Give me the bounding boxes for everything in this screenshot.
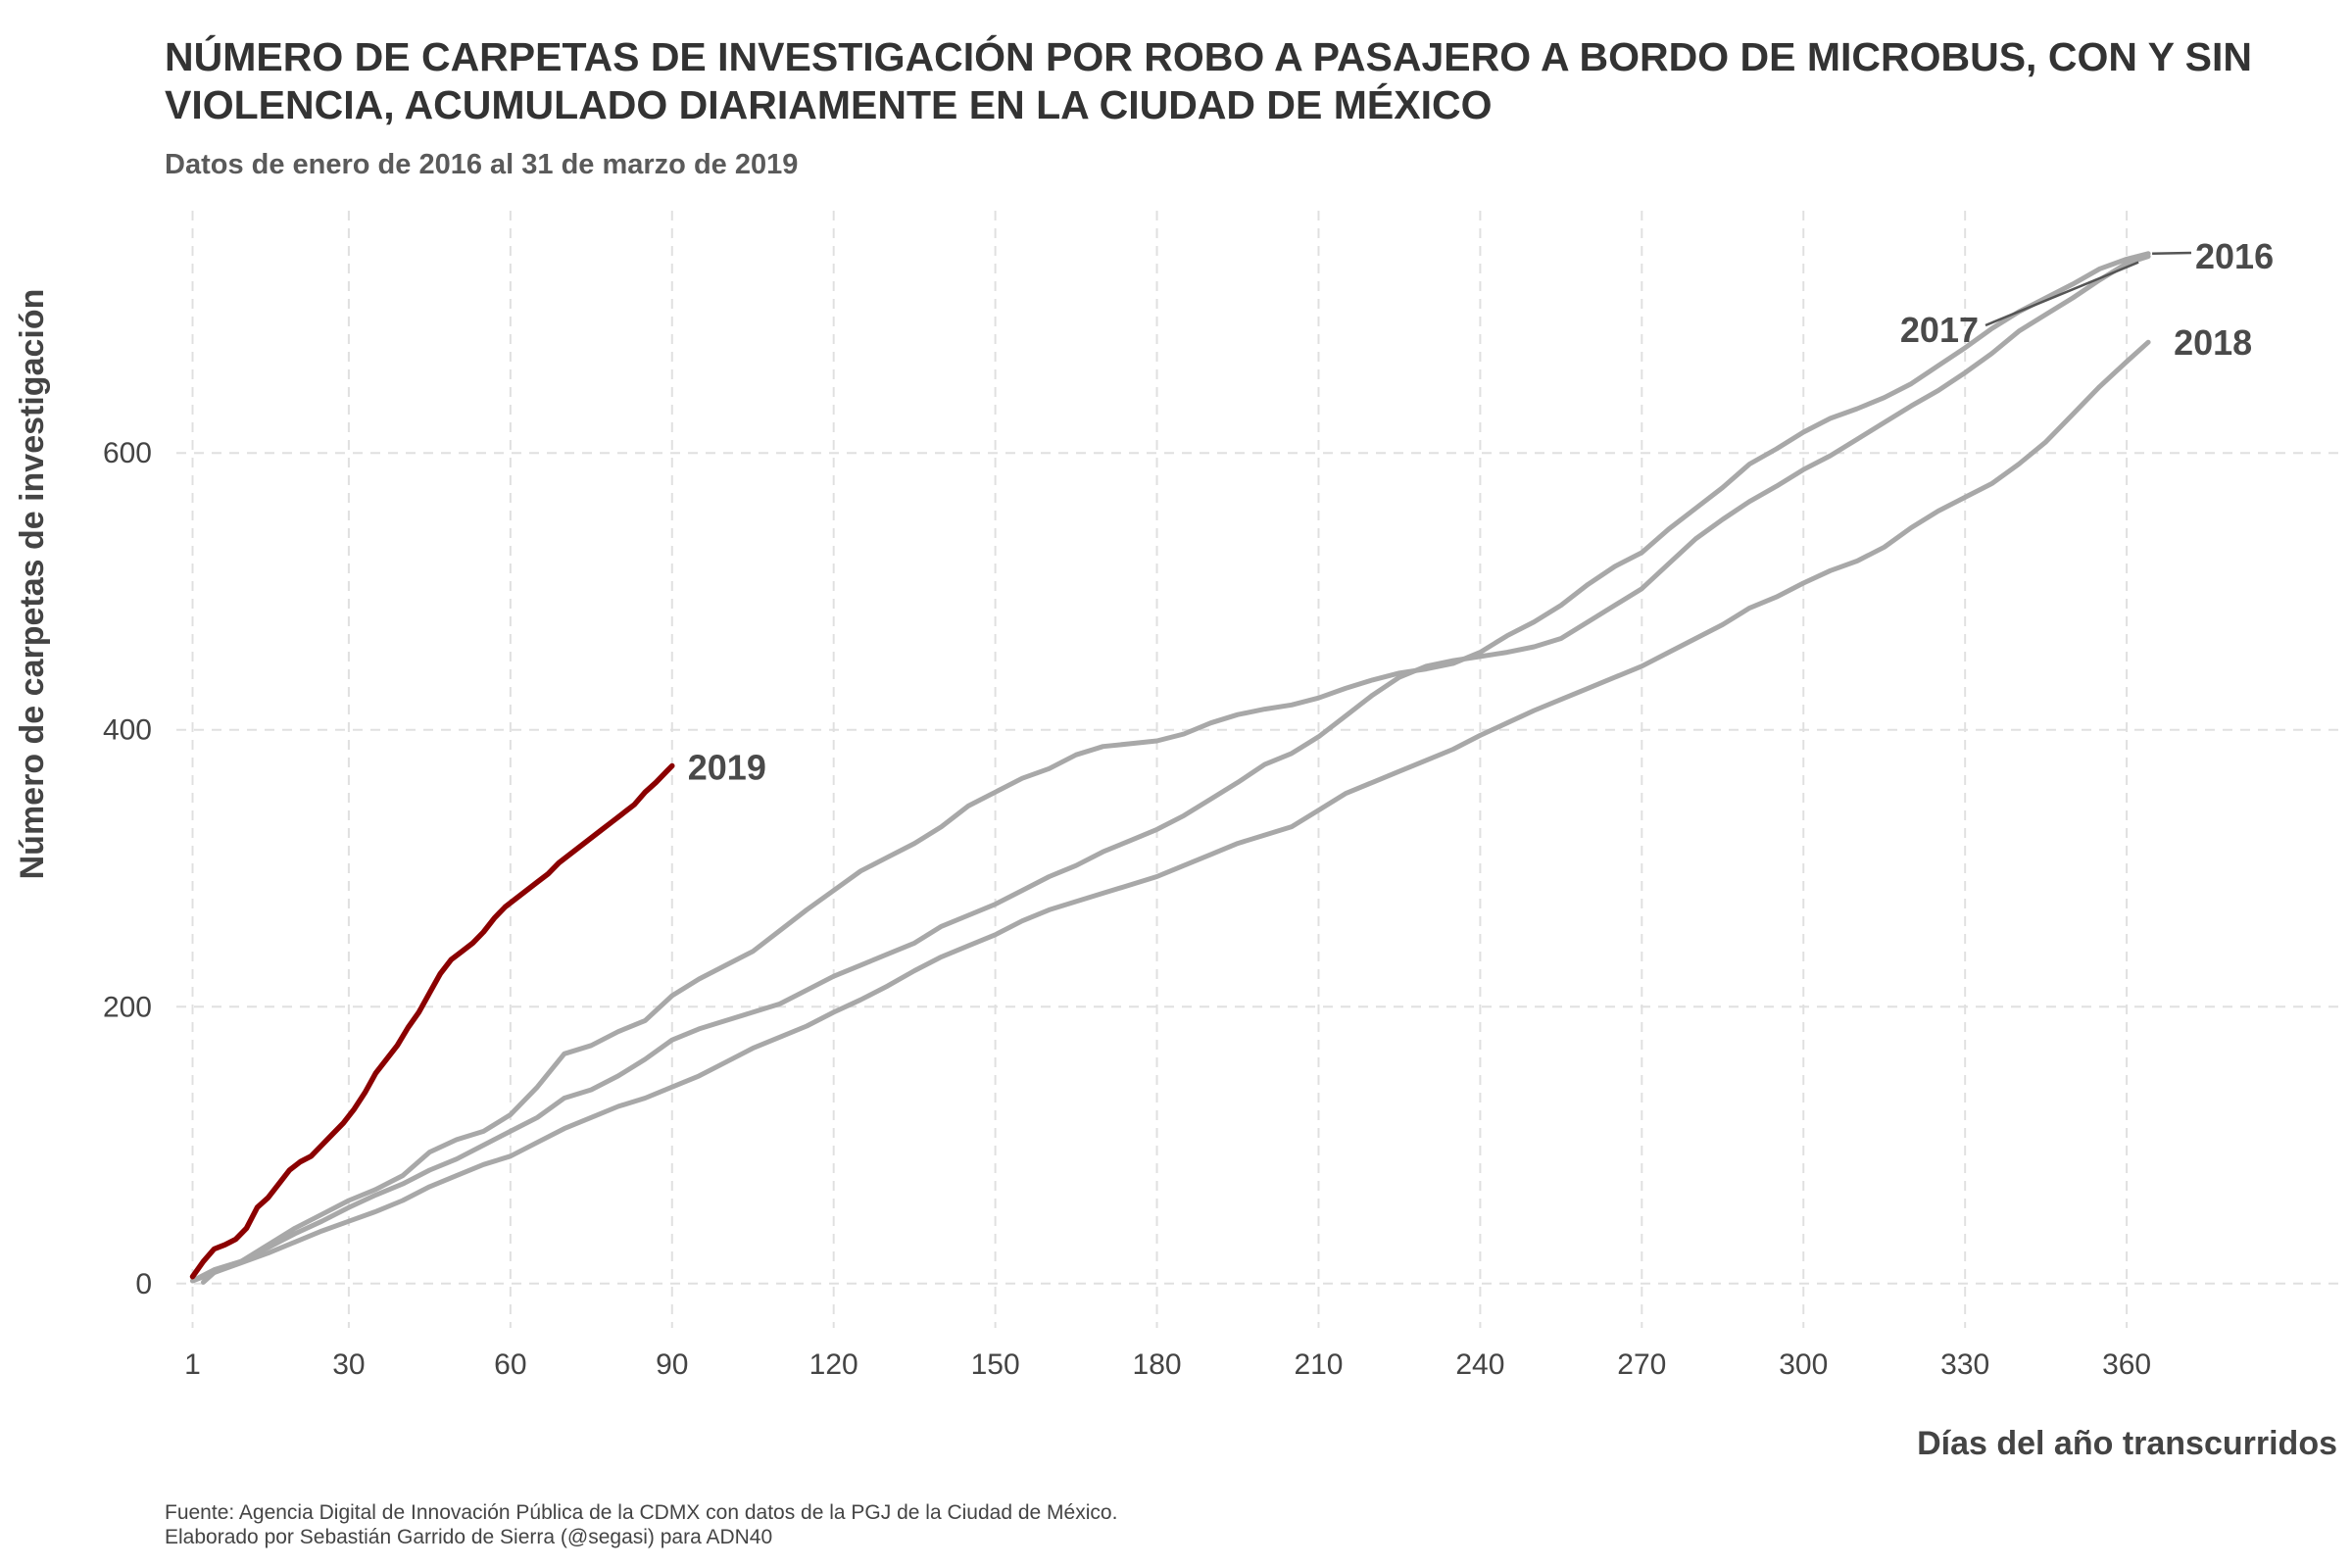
x-tick-label: 150	[971, 1348, 1020, 1381]
x-tick-label: 60	[494, 1348, 526, 1381]
chart-title: NÚMERO DE CARPETAS DE INVESTIGACIÓN POR …	[165, 34, 2252, 127]
tick-labels: 1 30 60 90 120 150 180 210 240 270 300 330 360 0 200 40…	[103, 437, 2151, 1381]
caption-author: Elaborado por Sebastián Garrido de Sierr…	[165, 1526, 773, 1548]
x-tick-label: 120	[809, 1348, 858, 1381]
x-tick-label: 240	[1455, 1348, 1504, 1381]
series-lines	[189, 251, 2151, 1285]
series-label-2018: 2018	[2174, 322, 2252, 363]
chart-caption: Fuente: Agencia Digital de Innovación Pú…	[165, 1500, 1117, 1549]
series-labels: 2016 2017 2018 2019	[688, 236, 2274, 787]
x-tick-label: 360	[2102, 1348, 2151, 1381]
y-axis-title: Número de carpetas de investigación	[14, 289, 51, 880]
x-tick-label: 330	[1940, 1348, 1989, 1381]
y-tick-label: 600	[103, 437, 152, 469]
x-tick-label: 300	[1779, 1348, 1828, 1381]
x-tick-label: 1	[184, 1348, 201, 1381]
series-line-2016	[190, 251, 2151, 1284]
series-line-2019	[189, 762, 675, 1280]
series-label-2019: 2019	[688, 747, 766, 787]
chart-subtitle: Datos de enero de 2016 al 31 de marzo de…	[165, 149, 799, 180]
caption-source: Fuente: Agencia Digital de Innovación Pú…	[165, 1501, 1118, 1524]
x-tick-label: 180	[1133, 1348, 1182, 1381]
y-tick-label: 0	[135, 1268, 152, 1300]
x-tick-label: 90	[656, 1348, 688, 1381]
grid-lines	[176, 211, 2342, 1328]
x-axis-title: Días del año transcurridos	[1917, 1425, 2337, 1462]
label-leader-2017	[1984, 261, 2139, 327]
series-label-2016: 2016	[2195, 236, 2274, 276]
x-tick-label: 210	[1294, 1348, 1343, 1381]
y-tick-label: 200	[103, 991, 152, 1023]
series-line-2018	[201, 339, 2151, 1285]
label-leader-2016	[2152, 251, 2192, 256]
series-label-2017: 2017	[1900, 310, 1979, 350]
y-tick-label: 400	[103, 714, 152, 747]
x-tick-label: 30	[332, 1348, 365, 1381]
x-tick-label: 270	[1617, 1348, 1666, 1381]
series-line-2017	[190, 254, 2151, 1284]
